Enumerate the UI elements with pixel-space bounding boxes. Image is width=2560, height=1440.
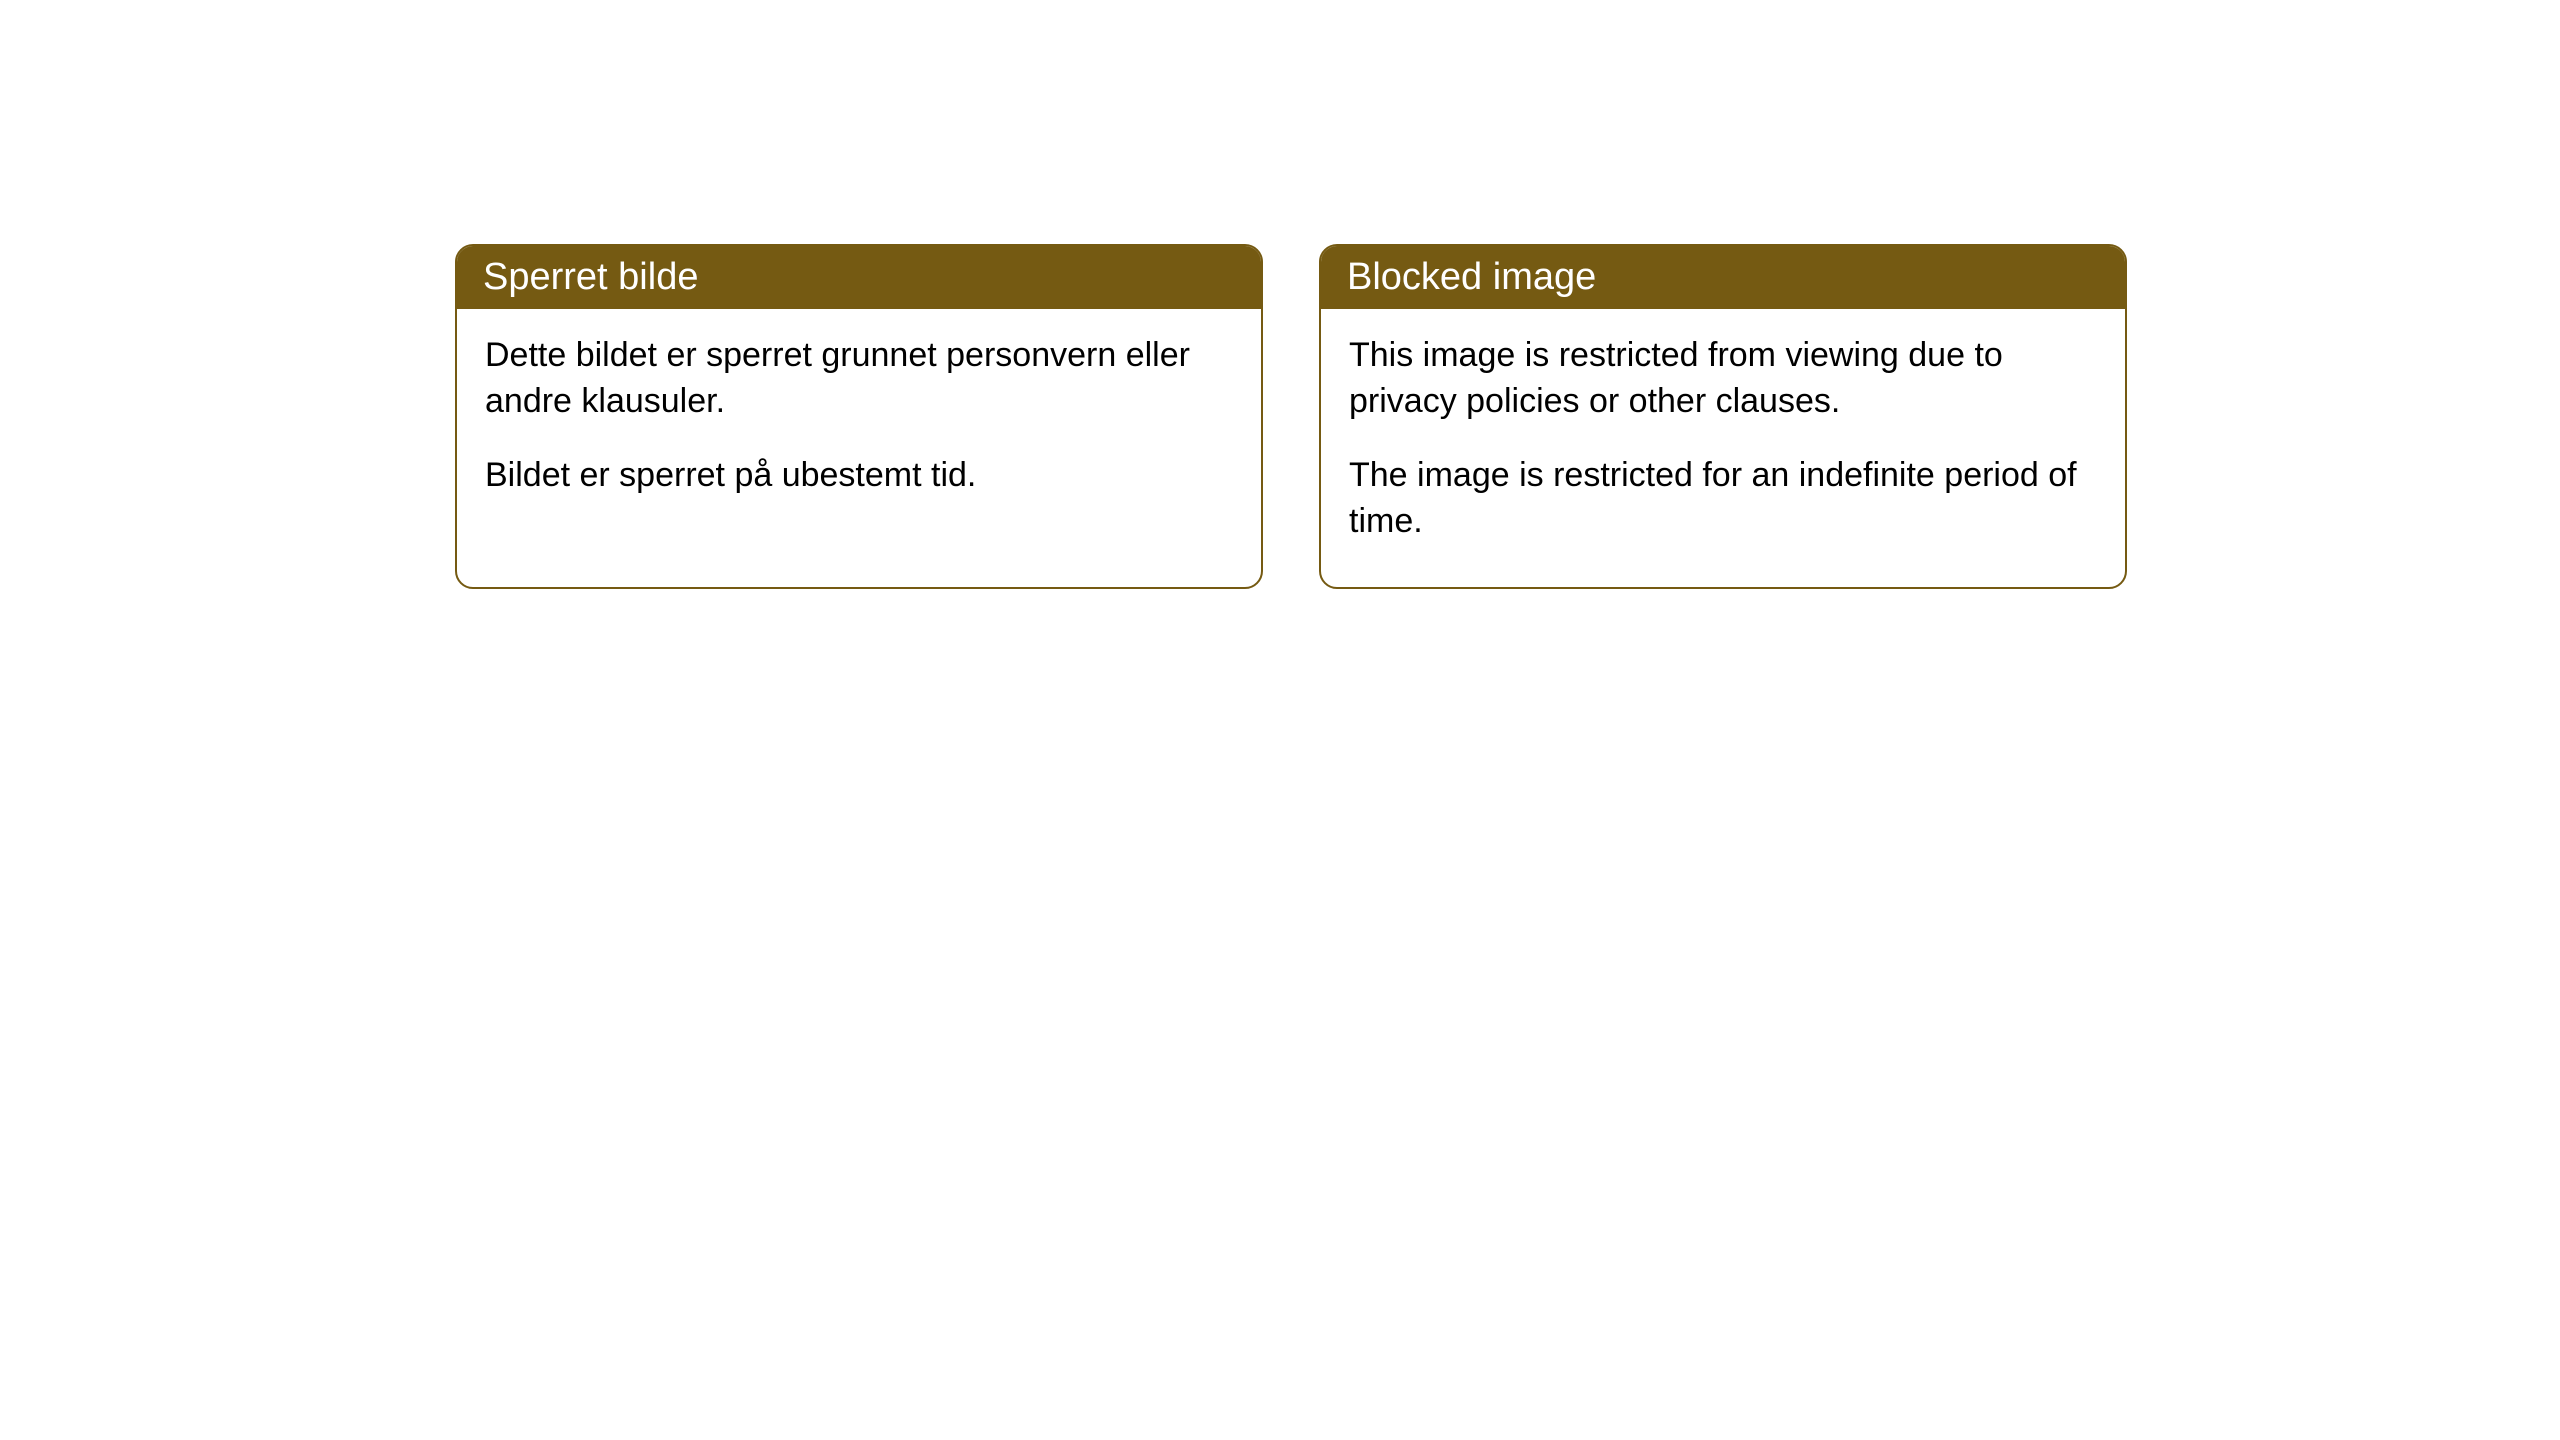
card-body-norwegian: Dette bildet er sperret grunnet personve… <box>457 309 1261 541</box>
card-paragraph: Bildet er sperret på ubestemt tid. <box>485 453 1233 499</box>
notice-cards-container: Sperret bilde Dette bildet er sperret gr… <box>455 244 2127 589</box>
notice-card-norwegian: Sperret bilde Dette bildet er sperret gr… <box>455 244 1263 589</box>
card-title: Blocked image <box>1347 256 1596 298</box>
card-header-english: Blocked image <box>1321 246 2125 309</box>
card-paragraph: This image is restricted from viewing du… <box>1349 333 2097 425</box>
card-header-norwegian: Sperret bilde <box>457 246 1261 309</box>
notice-card-english: Blocked image This image is restricted f… <box>1319 244 2127 589</box>
card-paragraph: Dette bildet er sperret grunnet personve… <box>485 333 1233 425</box>
card-body-english: This image is restricted from viewing du… <box>1321 309 2125 587</box>
card-title: Sperret bilde <box>483 256 698 298</box>
card-paragraph: The image is restricted for an indefinit… <box>1349 453 2097 545</box>
